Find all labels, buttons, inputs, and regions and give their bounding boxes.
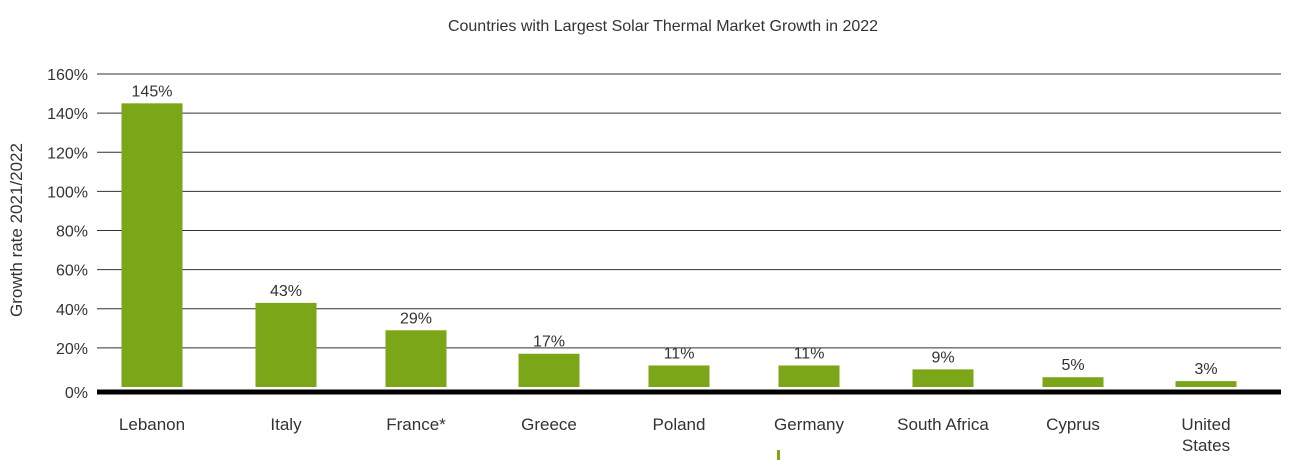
- x-tick-label: Cyprus: [1046, 415, 1100, 434]
- x-tick-label: France*: [386, 415, 446, 434]
- data-label: 11%: [664, 345, 695, 362]
- y-tick-label: 120%: [47, 145, 88, 162]
- bars: [121, 103, 1237, 387]
- bar: [912, 369, 974, 387]
- data-labels: 145% 43% 29% 17% 11% 11% 9% 5% 3%: [132, 83, 1218, 378]
- y-axis-label: Growth rate 2021/2022: [7, 143, 26, 317]
- y-tick-label: 60%: [56, 263, 88, 280]
- x-tick-label: Lebanon: [119, 415, 185, 434]
- chart-title: Countries with Largest Solar Thermal Mar…: [448, 18, 878, 35]
- data-label: 3%: [1194, 361, 1217, 378]
- x-tick-label: Germany: [774, 415, 844, 434]
- x-tick-label: Greece: [521, 415, 577, 434]
- bar: [648, 365, 710, 387]
- y-tick-label: 20%: [56, 341, 88, 358]
- y-tick-label: 40%: [56, 302, 88, 319]
- x-tick-label: South Africa: [897, 415, 989, 434]
- x-tick-label: Poland: [653, 415, 706, 434]
- data-label: 11%: [794, 345, 825, 362]
- data-label: 5%: [1061, 357, 1084, 374]
- data-label: 17%: [533, 334, 565, 351]
- bar: [255, 302, 317, 387]
- bar: [778, 365, 840, 387]
- divider-mark: [777, 450, 780, 460]
- data-label: 9%: [931, 349, 954, 366]
- x-tick-label: Italy: [270, 415, 302, 434]
- data-label: 29%: [400, 310, 432, 327]
- data-label: 145%: [132, 83, 173, 100]
- y-tick-label: 80%: [56, 224, 88, 241]
- x-axis-categories: Lebanon Italy France* Greece Poland Germany So…: [119, 415, 1231, 455]
- y-axis-ticks: 0% 20% 40% 60% 80% 100% 120% 140% 160%: [47, 67, 88, 402]
- y-tick-label: 0%: [65, 385, 88, 402]
- x-tick-label: United States: [1181, 415, 1230, 455]
- y-tick-label: 100%: [47, 184, 88, 201]
- y-tick-label: 140%: [47, 106, 88, 123]
- bar: [385, 330, 447, 387]
- bar: [518, 353, 580, 387]
- bar: [1175, 381, 1237, 387]
- y-tick-label: 160%: [47, 67, 88, 84]
- bar: [121, 103, 183, 387]
- data-label: 43%: [270, 283, 302, 300]
- bar: [1042, 377, 1104, 387]
